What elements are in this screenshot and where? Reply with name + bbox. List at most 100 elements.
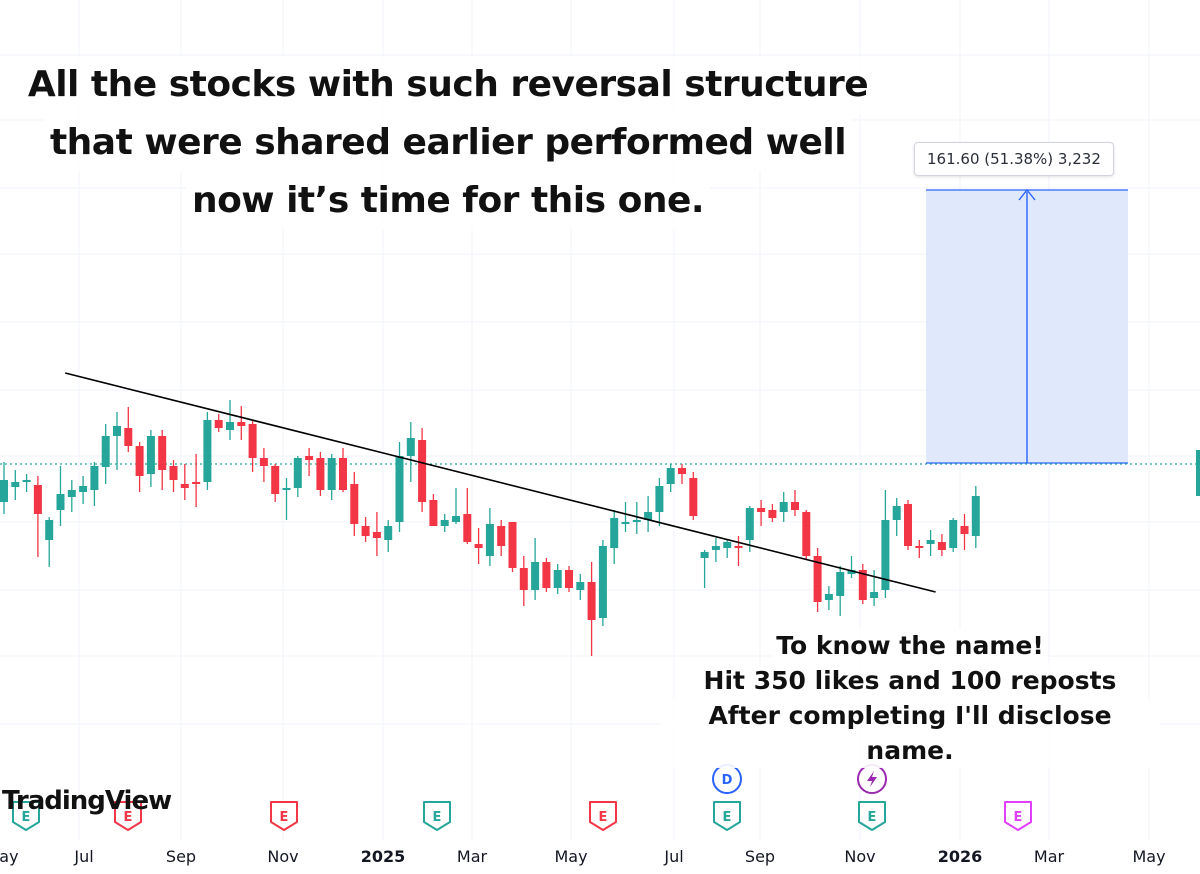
earnings-event-marker[interactable]: E — [423, 801, 451, 831]
event-marker-shield — [858, 801, 886, 831]
price-range-measure[interactable] — [926, 188, 1128, 464]
candle — [158, 430, 167, 490]
time-axis-label: May — [0, 847, 19, 866]
earnings-event-marker[interactable]: E — [858, 801, 886, 831]
candle-body — [813, 556, 822, 602]
candle-body — [418, 440, 427, 502]
candle — [124, 407, 133, 452]
event-marker-letter: E — [280, 810, 289, 825]
time-axis-label: 2026 — [938, 847, 983, 866]
candle — [881, 490, 890, 598]
candle — [372, 512, 381, 556]
event-marker-shield — [270, 801, 298, 831]
candle — [960, 514, 969, 550]
candle — [305, 448, 314, 476]
time-axis-label: 2025 — [361, 847, 406, 866]
candle — [745, 506, 754, 552]
candle-body — [180, 484, 189, 488]
candle-body — [271, 466, 280, 494]
candle — [497, 520, 506, 556]
candle — [339, 448, 347, 492]
candle — [655, 478, 664, 526]
time-axis-label: May — [1132, 847, 1165, 866]
candle — [757, 500, 766, 526]
headline-line-3: now it’s time for this one. — [185, 172, 711, 230]
candle-body — [745, 508, 754, 540]
candle-body — [203, 420, 212, 482]
time-axis-label: Sep — [166, 847, 196, 866]
candle-body — [372, 532, 381, 538]
candle — [768, 504, 777, 522]
event-marker-letter: E — [599, 810, 608, 825]
candle-body — [192, 482, 201, 484]
split-event-marker[interactable] — [857, 764, 887, 794]
candle — [45, 517, 54, 567]
candle — [259, 448, 268, 482]
candle — [587, 562, 596, 656]
event-marker-letter: E — [124, 810, 133, 825]
candle-body — [644, 512, 653, 520]
candle — [282, 478, 291, 520]
event-marker-shield — [589, 801, 617, 831]
candle-body — [723, 542, 732, 548]
tradingview-logo: TradingView — [2, 786, 172, 816]
candle — [632, 502, 641, 534]
candle — [237, 406, 246, 440]
time-axis: May Jul Sep Nov 2025 Mar May Jul Sep Nov 2026 Mar Ma… — [0, 847, 1166, 866]
candle-body — [79, 486, 88, 492]
dividend-event-marker[interactable]: D — [712, 764, 742, 794]
candle — [22, 474, 31, 492]
time-axis-label: Mar — [1034, 847, 1065, 866]
earnings-event-marker[interactable]: E — [114, 801, 142, 831]
candlestick-series — [0, 400, 980, 656]
candle — [926, 530, 935, 556]
candle-body — [282, 488, 291, 490]
time-axis-label: Sep — [745, 847, 775, 866]
candle — [519, 556, 528, 606]
candle-body — [259, 458, 268, 466]
candle — [350, 472, 359, 536]
candle — [406, 422, 415, 482]
candle — [226, 400, 234, 440]
candle-body — [666, 468, 675, 484]
time-axis-label: Jul — [663, 847, 683, 866]
candle-body — [598, 546, 607, 618]
candle-body — [316, 458, 325, 490]
candle-body — [892, 506, 901, 520]
earnings-event-marker[interactable]: E — [270, 801, 298, 831]
earnings-event-marker[interactable]: E — [713, 801, 741, 831]
candle-body — [576, 582, 585, 590]
candle-body — [305, 456, 314, 460]
candle — [384, 520, 393, 552]
candle — [610, 510, 619, 564]
candle — [779, 492, 788, 522]
earnings-event-marker[interactable]: E — [12, 801, 40, 831]
candle — [11, 470, 20, 500]
callout-line-1: To know the name! — [772, 628, 1048, 663]
candle-body — [248, 424, 257, 458]
candle-body — [33, 485, 42, 514]
event-markers: E E E E E D E E E — [12, 764, 1032, 831]
candle — [316, 452, 325, 496]
candle-body — [971, 496, 980, 536]
callout-text: To know the name! Hit 350 likes and 100 … — [660, 628, 1160, 768]
headline-line-2: that were shared earlier performed well — [43, 114, 853, 172]
candle — [791, 490, 799, 516]
event-marker-shield — [1004, 801, 1032, 831]
candle — [271, 464, 280, 502]
candle-body — [937, 542, 946, 550]
candle — [293, 456, 302, 497]
candle — [452, 488, 460, 524]
candle — [621, 502, 630, 532]
headline-text: All the stocks with such reversal struct… — [18, 56, 878, 230]
trend-line-drawing[interactable] — [65, 372, 936, 593]
candle — [949, 518, 958, 552]
candle — [678, 464, 686, 484]
candle-body — [542, 562, 551, 588]
candle — [531, 538, 540, 600]
earnings-event-marker[interactable]: E — [1004, 801, 1032, 831]
candle — [836, 566, 845, 616]
candle-body — [361, 526, 370, 536]
earnings-event-marker[interactable]: E — [589, 801, 617, 831]
